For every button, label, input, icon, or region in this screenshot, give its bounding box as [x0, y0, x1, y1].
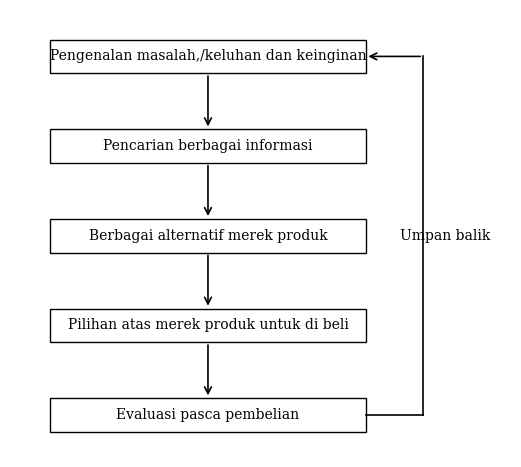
- Text: Umpan balik: Umpan balik: [400, 229, 491, 243]
- Bar: [51, 309, 366, 342]
- Text: Berbagai alternatif merek produk: Berbagai alternatif merek produk: [89, 229, 327, 243]
- Text: Evaluasi pasca pembelian: Evaluasi pasca pembelian: [116, 408, 300, 422]
- Text: Pilihan atas merek produk untuk di beli: Pilihan atas merek produk untuk di beli: [68, 318, 349, 333]
- Bar: [51, 129, 366, 163]
- Bar: [51, 40, 366, 73]
- Text: Pencarian berbagai informasi: Pencarian berbagai informasi: [103, 139, 313, 153]
- Text: Pengenalan masalah,/keluhan dan keinginan: Pengenalan masalah,/keluhan dan keingina…: [49, 50, 366, 64]
- Bar: [51, 398, 366, 432]
- Bar: [51, 219, 366, 253]
